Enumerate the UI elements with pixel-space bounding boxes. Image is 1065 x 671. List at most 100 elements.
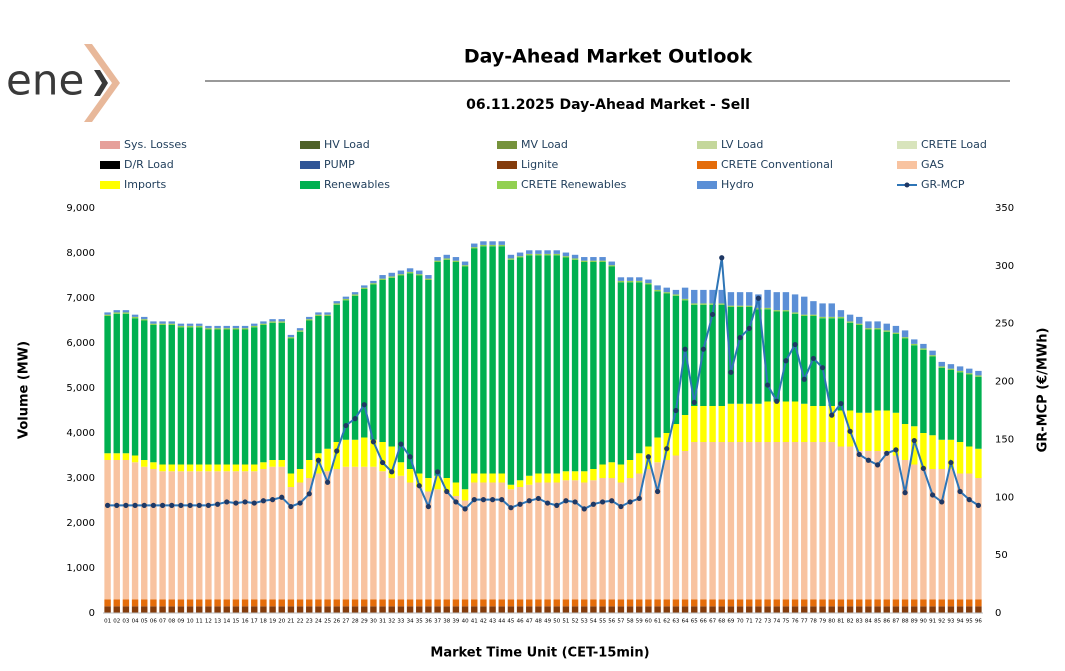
bar-segment (947, 469, 955, 600)
bar-segment (296, 482, 304, 600)
bar-segment (938, 469, 945, 600)
bar-segment (516, 606, 524, 613)
bar-segment (911, 343, 918, 346)
bar-segment (975, 606, 982, 613)
bar-segment (416, 274, 423, 276)
y2-axis-label: GR-MCP (€/MWh) (1036, 328, 1051, 453)
price-marker (471, 497, 477, 503)
bar-segment (911, 599, 918, 607)
x-tick-label: 20 (278, 619, 285, 625)
bar-segment (397, 475, 405, 600)
bar-segment (654, 289, 661, 292)
bar-segment (489, 241, 496, 245)
bar-segment (929, 355, 936, 357)
bar-segment (626, 478, 634, 600)
bar-segment (681, 451, 689, 600)
bar-segment (892, 599, 900, 607)
bar-segment (306, 316, 313, 320)
bar-segment (379, 278, 386, 280)
bar-segment (865, 329, 872, 413)
bar-segment (489, 599, 496, 607)
price-marker (847, 428, 853, 434)
bar-segment (480, 482, 487, 600)
bar-segment (388, 272, 395, 277)
bar-segment (691, 606, 698, 613)
bar-segment (782, 310, 790, 312)
bar-segment (608, 478, 615, 600)
bar-segment (892, 325, 900, 333)
bar-segment (645, 606, 652, 613)
legend-swatch (100, 161, 120, 169)
bar-segment (260, 321, 267, 324)
bar-segment (278, 460, 285, 467)
bar-segment (489, 482, 496, 600)
bar-segment (516, 480, 524, 487)
bar-segment (856, 412, 863, 451)
bar-segment (416, 275, 423, 474)
bar-segment (736, 305, 744, 307)
bar-segment (626, 599, 634, 607)
y2-tick-label: 350 (995, 203, 1014, 214)
x-tick-label: 50 (553, 619, 560, 625)
bar-segment (416, 606, 423, 613)
bar-segment (223, 606, 230, 613)
bar-segment (810, 599, 817, 607)
bar-segment (425, 478, 432, 492)
bar-segment (425, 491, 432, 600)
bar-segment (901, 338, 909, 424)
bar-segment (168, 321, 175, 324)
bar-segment (232, 328, 240, 330)
legend-label: LV Load (721, 138, 763, 151)
bar-segment (251, 606, 258, 613)
bar-segment (425, 606, 432, 613)
bar-segment (709, 606, 716, 613)
x-tick-label: 91 (929, 619, 936, 625)
bar-segment (186, 599, 194, 607)
price-marker (517, 501, 523, 507)
bar-segment (379, 280, 386, 442)
bar-segment (516, 256, 524, 258)
bar-segment (819, 316, 826, 319)
bar-segment (370, 284, 377, 440)
bar-segment (452, 262, 460, 483)
x-tick-label: 37 (434, 619, 441, 625)
bar-segment (581, 257, 588, 261)
bar-segment (599, 464, 606, 478)
bar-segment (755, 606, 762, 613)
price-marker (269, 497, 276, 503)
bar-segment (296, 599, 304, 607)
bar-segment (278, 606, 285, 613)
bar-segment (443, 254, 450, 259)
bar-segment (214, 464, 221, 472)
bar-segment (709, 442, 716, 600)
bar-segment (196, 325, 203, 328)
x-tick-label: 36 (425, 619, 432, 625)
price-marker (251, 500, 257, 506)
x-tick-label: 45 (507, 619, 514, 625)
y2-tick-label: 100 (995, 492, 1014, 503)
price-marker (159, 502, 166, 508)
bar-segment (874, 329, 881, 411)
bar-segment (764, 606, 771, 613)
x-tick-label: 71 (746, 619, 753, 625)
legend-label: Renewables (324, 178, 390, 191)
bar-segment (571, 606, 579, 613)
x-tick-label: 78 (810, 619, 817, 625)
bar-segment (672, 455, 680, 600)
x-tick-label: 09 (177, 619, 184, 625)
bar-segment (755, 442, 762, 600)
price-marker (893, 447, 899, 453)
bar-segment (516, 252, 524, 257)
bar-segment (324, 314, 331, 316)
bar-segment (801, 316, 808, 404)
bar-segment (782, 292, 790, 311)
price-marker (114, 502, 120, 508)
price-marker (315, 457, 322, 463)
bar-segment (342, 599, 350, 607)
bar-segment (333, 469, 340, 600)
x-tick-label: 75 (782, 619, 789, 625)
bar-segment (636, 453, 643, 474)
bar-segment (617, 277, 625, 281)
bar-segment (397, 274, 405, 276)
x-tick-label: 64 (682, 619, 689, 625)
